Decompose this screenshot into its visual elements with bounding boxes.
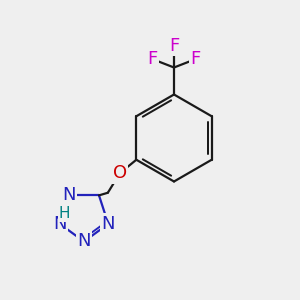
Text: N: N (101, 215, 115, 233)
Text: F: F (169, 37, 179, 55)
Text: N: N (62, 186, 76, 204)
Text: F: F (147, 50, 158, 68)
Text: N: N (77, 232, 91, 250)
Text: H: H (59, 206, 70, 221)
Text: O: O (113, 164, 127, 182)
Text: F: F (190, 50, 201, 68)
Text: N: N (53, 215, 67, 233)
